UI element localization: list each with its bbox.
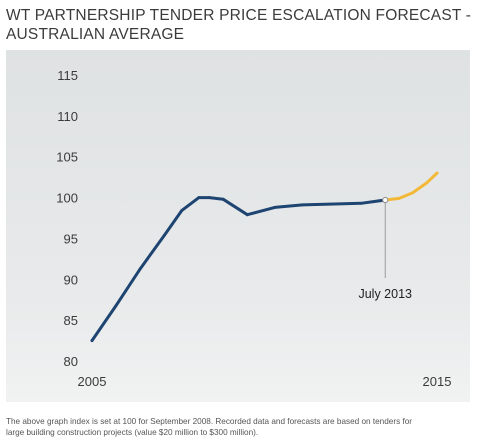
y-tick-label: 115 <box>57 68 78 83</box>
y-axis-ticks: 80 85 90 95 100 105 110 115 <box>56 68 78 369</box>
recorded-data-point <box>328 202 332 206</box>
y-tick-label: 110 <box>57 109 78 124</box>
footnote: The above graph index is set at 100 for … <box>6 416 496 438</box>
recorded-data-point <box>245 213 249 217</box>
recorded-data-point <box>114 304 118 307</box>
recorded-data-point <box>207 196 211 199</box>
recorded-data-point <box>221 197 225 201</box>
forecast-data-point <box>435 171 439 175</box>
y-tick-label: 95 <box>64 231 78 246</box>
y-tick-label: 105 <box>56 150 78 165</box>
recorded-data-point <box>180 209 184 213</box>
forecast-data-point <box>397 196 401 200</box>
y-tick-label: 85 <box>64 313 78 328</box>
title-line-2: AUSTRALIAN AVERAGE <box>6 26 185 43</box>
footnote-line-2: large building construction projects (va… <box>6 428 259 437</box>
recorded-data-point <box>359 201 363 205</box>
x-tick-label: 2015 <box>423 374 452 389</box>
recorded-data-point <box>163 233 166 237</box>
recorded-data-point <box>197 196 201 199</box>
y-tick-label: 100 <box>56 191 78 206</box>
july-2013-annotation: July 2013 <box>358 200 412 301</box>
footnote-line-1: The above graph index is set at 100 for … <box>6 417 412 426</box>
forecast-data-point <box>411 191 415 195</box>
annotation-label: July 2013 <box>358 287 412 301</box>
recorded-data-point <box>301 203 304 207</box>
chart-title: WT PARTNERSHIP TENDER PRICE ESCALATION F… <box>6 6 476 44</box>
forecast-series-line <box>383 171 439 202</box>
chart-panel: 80 85 90 95 100 105 110 115 2005 2015 July 2013 <box>6 50 470 402</box>
july-2013-marker <box>382 196 389 204</box>
recorded-data-point <box>90 339 94 342</box>
title-line-1: WT PARTNERSHIP TENDER PRICE ESCALATION F… <box>6 7 472 24</box>
x-axis-ticks: 2005 2015 <box>78 374 452 389</box>
y-tick-label: 80 <box>64 354 78 369</box>
y-tick-label: 90 <box>64 272 78 287</box>
line-chart: 80 85 90 95 100 105 110 115 2005 2015 July 2013 <box>56 68 452 389</box>
x-tick-label: 2005 <box>78 374 107 389</box>
forecast-data-point <box>425 181 429 185</box>
recorded-series-line <box>90 196 387 343</box>
series-markers <box>90 171 439 342</box>
recorded-data-point <box>138 267 142 271</box>
recorded-data-point <box>273 205 277 209</box>
